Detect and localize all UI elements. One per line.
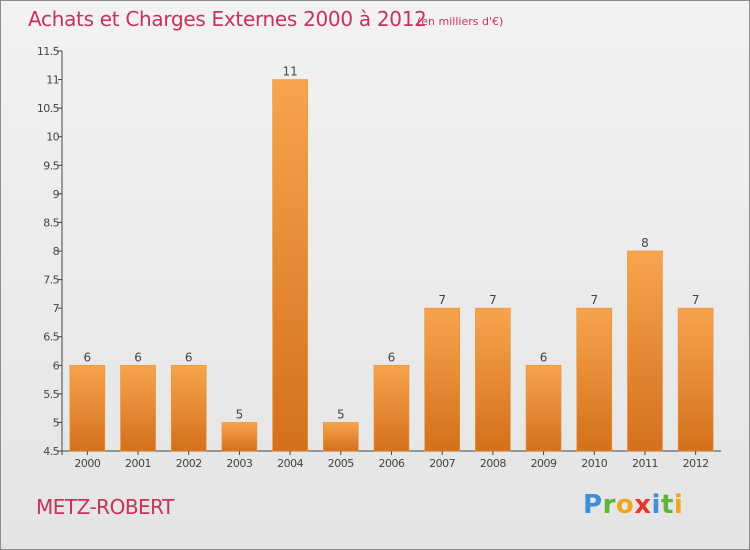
data-label: 11 xyxy=(282,65,297,79)
place-name: METZ-ROBERT xyxy=(36,495,174,519)
data-label: 7 xyxy=(489,293,497,307)
data-labels: 6 6 6 5 11 5 6 7 7 6 7 8 7 xyxy=(84,65,700,422)
y-tick-label: 7.5 xyxy=(43,274,59,287)
axes: 4.5 5 5.5 6 6.5 7 7.5 8 8.5 9 9.5 10 10.5 11 11.5 2000 2… xyxy=(37,45,721,470)
data-label: 6 xyxy=(84,350,92,364)
data-label: 7 xyxy=(692,293,700,307)
bar-2007 xyxy=(424,307,460,452)
y-tick-label: 7 xyxy=(53,302,60,315)
bar-2005 xyxy=(323,422,359,452)
x-tick-label: 2011 xyxy=(632,457,658,470)
proxiti-logo[interactable]: Proxiti xyxy=(583,490,683,520)
y-tick-label: 11.5 xyxy=(37,45,60,58)
bar-2002 xyxy=(170,364,207,452)
logo-letter: i xyxy=(673,490,684,520)
bar-2010 xyxy=(576,307,613,452)
bar-2006 xyxy=(373,364,410,452)
bar-2011 xyxy=(627,250,663,452)
logo-letter: x xyxy=(634,490,652,520)
logo-letter: t xyxy=(660,490,674,520)
chart-unit: (en milliers d'€) xyxy=(417,15,504,28)
data-label: 5 xyxy=(236,407,244,421)
x-tick-label: 2012 xyxy=(683,457,709,470)
x-tick-label: 2001 xyxy=(125,457,151,470)
y-tick-label: 11 xyxy=(46,74,59,87)
y-tick-label: 6.5 xyxy=(43,331,59,344)
y-tick-label: 5 xyxy=(53,416,60,429)
y-tick-label: 9 xyxy=(53,188,60,201)
y-tick-label: 6 xyxy=(53,359,60,372)
x-tick-label: 2003 xyxy=(226,457,252,470)
x-tick-label: 2004 xyxy=(277,457,303,470)
data-label: 8 xyxy=(641,236,649,250)
chart-title: Achats et Charges Externes 2000 à 2012 xyxy=(28,7,427,31)
y-tick-label: 8 xyxy=(53,245,60,258)
bar-2012 xyxy=(677,307,714,452)
x-tick-label: 2000 xyxy=(74,457,100,470)
y-tick-label: 4.5 xyxy=(43,445,59,458)
data-label: 7 xyxy=(438,293,446,307)
x-tick-label: 2006 xyxy=(379,457,405,470)
x-tick-label: 2007 xyxy=(429,457,455,470)
logo-letter: i xyxy=(651,490,661,520)
bar-2004 xyxy=(272,79,308,452)
data-label: 6 xyxy=(185,350,193,364)
data-label: 6 xyxy=(134,350,142,364)
x-tick-label: 2010 xyxy=(581,457,607,470)
x-tick-label: 2009 xyxy=(531,457,557,470)
logo-letter: o xyxy=(615,490,635,520)
y-tick-label: 9.5 xyxy=(43,159,59,172)
bar-2009 xyxy=(525,364,562,452)
x-tick-label: 2002 xyxy=(176,457,202,470)
x-tick-label: 2008 xyxy=(480,457,506,470)
y-tick-label: 8.5 xyxy=(43,216,59,229)
bar-2001 xyxy=(120,364,156,452)
y-tick-label: 5.5 xyxy=(43,388,59,401)
data-label: 5 xyxy=(337,407,345,421)
y-tick-label: 10.5 xyxy=(37,102,60,115)
data-label: 6 xyxy=(388,350,396,364)
bars xyxy=(69,79,714,452)
bar-2000 xyxy=(69,364,106,452)
logo-letter: P xyxy=(583,490,603,520)
bar-2003 xyxy=(221,422,258,452)
bar-2008 xyxy=(475,307,511,452)
logo-letter: r xyxy=(602,490,616,520)
y-tick-label: 10 xyxy=(46,131,59,144)
data-label: 6 xyxy=(540,350,548,364)
data-label: 7 xyxy=(590,293,598,307)
x-tick-label: 2005 xyxy=(328,457,354,470)
